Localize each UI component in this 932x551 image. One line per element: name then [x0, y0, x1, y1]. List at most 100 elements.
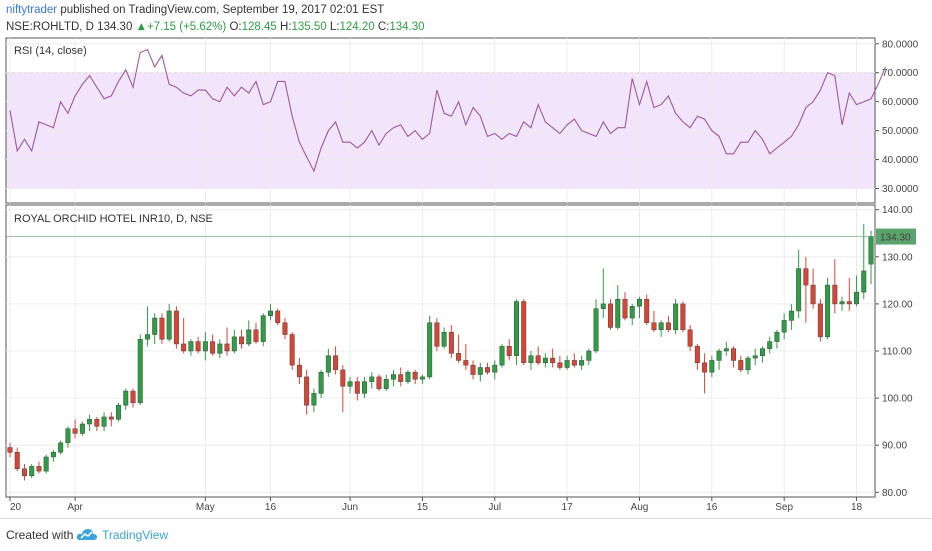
candle-body	[868, 236, 874, 265]
candle	[586, 348, 592, 366]
candle-body	[542, 357, 548, 364]
candle-body	[144, 334, 150, 340]
candle-body	[311, 393, 317, 406]
candle	[832, 259, 838, 314]
publish-line: niftytrader published on TradingView.com…	[6, 4, 384, 16]
candle-body	[94, 419, 100, 427]
candle-body	[608, 303, 614, 328]
candle-body	[217, 343, 223, 354]
candle	[600, 268, 606, 319]
candle	[571, 353, 577, 368]
candle-body	[846, 301, 852, 305]
price-title: ROYAL ORCHID HOTEL INR10, D, NSE	[14, 213, 213, 225]
candle-body	[87, 419, 93, 425]
price-y-tick-label: 80.00	[882, 488, 907, 499]
candle-body	[427, 322, 433, 378]
candle	[166, 303, 172, 342]
candle-body	[354, 381, 360, 394]
candle-body	[29, 466, 35, 477]
up-arrow-icon: ▲	[135, 21, 147, 33]
last-price-label: 134.30	[880, 233, 911, 244]
candle-body	[108, 416, 114, 420]
candle	[434, 318, 440, 351]
candle-body	[854, 291, 860, 305]
candle	[506, 339, 512, 361]
candle	[210, 334, 216, 356]
candle	[43, 454, 49, 474]
candle-body	[14, 452, 20, 469]
candle	[224, 327, 230, 356]
rsi-y-tick-label: 70.0000	[882, 68, 919, 79]
candle	[513, 299, 519, 366]
x-tick-label: May	[196, 502, 215, 513]
candle-body	[456, 353, 462, 361]
candle-body	[101, 416, 107, 427]
candle	[383, 374, 389, 392]
candle-body	[767, 341, 773, 349]
candle-body	[239, 336, 245, 345]
candle-body	[600, 303, 606, 309]
candle	[810, 268, 816, 309]
candle-body	[296, 364, 302, 378]
candle	[752, 348, 758, 366]
candle	[419, 374, 425, 384]
candle-body	[173, 310, 179, 345]
cloud-icon	[76, 529, 97, 540]
candle-body	[130, 390, 136, 404]
high-label: H:	[279, 21, 292, 33]
candle-body	[340, 369, 346, 387]
candle	[340, 365, 346, 413]
candle-body	[579, 360, 585, 366]
candle-body	[680, 303, 686, 331]
candle	[759, 346, 765, 363]
author-link[interactable]: niftytrader	[6, 4, 58, 16]
candle-body	[731, 348, 737, 361]
candle	[456, 334, 462, 363]
candle-body	[702, 362, 708, 373]
candle-body	[398, 374, 404, 382]
candle-body	[550, 357, 556, 364]
candle	[825, 278, 831, 340]
candle	[803, 256, 809, 323]
candle-body	[832, 284, 838, 305]
candle	[579, 355, 585, 370]
high-value: 135.50	[291, 21, 327, 33]
candle-body	[557, 362, 563, 368]
candle-body	[636, 298, 642, 307]
candle	[448, 325, 454, 359]
candle	[21, 464, 27, 481]
rsi-y-tick-label: 50.0000	[882, 126, 919, 137]
candle	[723, 341, 729, 356]
x-tick-label: Sep	[775, 502, 793, 513]
candle	[499, 343, 505, 368]
candle-body	[304, 376, 310, 406]
candle	[593, 299, 599, 354]
candle-body	[123, 390, 129, 406]
candle	[369, 372, 375, 389]
candle	[202, 332, 208, 361]
candle	[58, 440, 64, 455]
price-y-tick-label: 90.00	[882, 441, 907, 452]
candle	[217, 339, 223, 359]
candle	[564, 355, 570, 370]
price-y-tick-label: 120.00	[882, 299, 913, 310]
candle	[557, 355, 563, 370]
chart-area[interactable]: 30.0000 40.0000 50.0000 60.0000 70.0000 80.00…	[0, 0, 932, 518]
candle-body	[369, 376, 375, 382]
candle	[289, 332, 295, 370]
x-tick-label: Jun	[342, 502, 358, 513]
candle	[282, 318, 288, 340]
candle	[521, 299, 527, 366]
candle-body	[116, 404, 122, 420]
candle-body	[36, 466, 42, 472]
rsi-y-tick-label: 40.0000	[882, 155, 919, 166]
close-label: C:	[377, 21, 390, 33]
tradingview-logo[interactable]: TradingView	[76, 526, 206, 544]
candle-body	[485, 367, 491, 373]
candle-body	[21, 468, 27, 477]
candle	[796, 249, 802, 319]
price-y-tick-label: 110.00	[882, 347, 912, 358]
candle-body	[267, 310, 273, 316]
candle-body	[470, 364, 476, 375]
candle-body	[260, 315, 266, 342]
